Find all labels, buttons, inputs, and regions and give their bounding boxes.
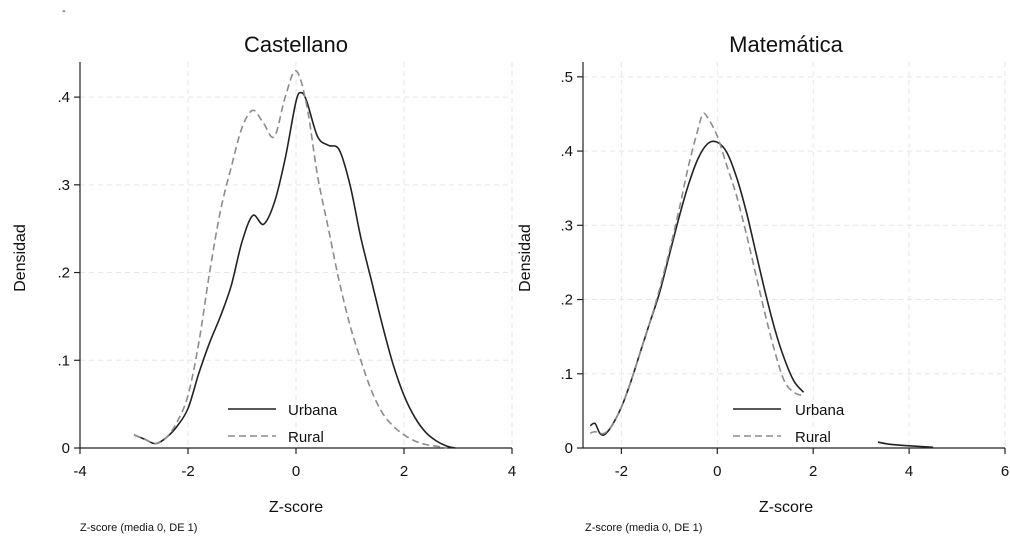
legend-label-urbana: Urbana: [795, 402, 845, 419]
chart-title: Castellano: [244, 32, 348, 57]
x-tick-label: 2: [400, 463, 408, 480]
legend: Urbana Rural: [228, 402, 338, 446]
axes: -4 -2 0 2 4 0 .1 .2 .3 .4: [57, 62, 516, 480]
x-tick-label: 0: [292, 463, 300, 480]
x-tick-label: 4: [905, 463, 913, 480]
y-tick-label: .2: [560, 292, 573, 309]
x-tick-label: -2: [615, 463, 628, 480]
series-layer: [589, 112, 934, 449]
stray-mark: -: [62, 5, 66, 17]
y-tick-label: .3: [57, 177, 70, 194]
x-axis-label: Z-score: [269, 499, 323, 516]
series-line-urbana: [589, 140, 805, 437]
panel-castellano: Castellano Z-score Densidad Z-score (med…: [12, 32, 516, 534]
footnote: Z-score (media 0, DE 1): [80, 522, 197, 534]
y-tick-label: .1: [57, 352, 70, 369]
y-tick-label: .4: [560, 143, 573, 160]
legend-label-rural: Rural: [795, 429, 831, 446]
y-axis-label: Densidad: [517, 224, 534, 292]
y-axis-label: Densidad: [12, 224, 29, 292]
y-tick-label: 0: [62, 440, 70, 457]
footnote: Z-score (media 0, DE 1): [585, 522, 702, 534]
series-line-rural: [589, 112, 804, 435]
y-tick-label: .2: [57, 265, 70, 282]
x-tick-label: 0: [713, 463, 721, 480]
grid: [79, 62, 513, 449]
x-axis-label: Z-score: [759, 499, 813, 516]
y-tick-label: .5: [560, 69, 573, 86]
series-line-urbana-tail: [877, 441, 934, 449]
x-tick-label: 4: [508, 463, 516, 480]
legend: Urbana Rural: [733, 402, 845, 446]
x-tick-label: 2: [809, 463, 817, 480]
chart-title: Matemática: [729, 32, 843, 57]
series-layer: [133, 70, 456, 449]
x-tick-label: 6: [1001, 463, 1009, 480]
x-tick-label: -4: [73, 463, 86, 480]
axes: -2 0 2 4 6 0 .1 .2 .3 .4 .5: [560, 62, 1009, 480]
y-tick-label: 0: [565, 440, 573, 457]
grid: [583, 62, 1006, 449]
legend-label-urbana: Urbana: [288, 402, 338, 419]
legend-label-rural: Rural: [288, 429, 324, 446]
series-line-rural: [133, 70, 448, 449]
y-tick-label: .1: [560, 366, 573, 383]
series-line-urbana: [133, 91, 456, 449]
x-tick-label: -2: [181, 463, 194, 480]
y-tick-label: .4: [57, 89, 70, 106]
y-tick-label: .3: [560, 217, 573, 234]
panel-matematica: Matemática Z-score Densidad Z-score (med…: [517, 32, 1009, 534]
